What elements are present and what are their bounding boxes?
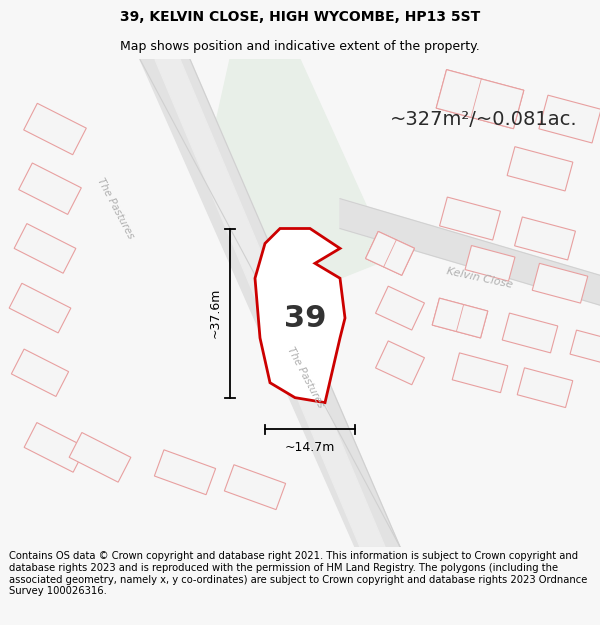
Text: ~37.6m: ~37.6m bbox=[209, 288, 222, 338]
Polygon shape bbox=[154, 450, 215, 495]
Text: The Pastures: The Pastures bbox=[285, 346, 325, 410]
Polygon shape bbox=[19, 163, 82, 214]
Polygon shape bbox=[432, 298, 488, 338]
Polygon shape bbox=[14, 224, 76, 273]
Polygon shape bbox=[440, 197, 500, 240]
Polygon shape bbox=[507, 147, 573, 191]
Polygon shape bbox=[155, 59, 385, 547]
Polygon shape bbox=[140, 59, 400, 547]
Polygon shape bbox=[9, 283, 71, 333]
Polygon shape bbox=[570, 330, 600, 366]
Polygon shape bbox=[436, 69, 524, 129]
Text: The Pastures: The Pastures bbox=[95, 176, 135, 241]
Text: Map shows position and indicative extent of the property.: Map shows position and indicative extent… bbox=[120, 40, 480, 52]
Polygon shape bbox=[224, 465, 286, 509]
Polygon shape bbox=[340, 199, 600, 308]
Polygon shape bbox=[365, 231, 415, 276]
Polygon shape bbox=[517, 368, 573, 408]
Text: 39, KELVIN CLOSE, HIGH WYCOMBE, HP13 5ST: 39, KELVIN CLOSE, HIGH WYCOMBE, HP13 5ST bbox=[120, 9, 480, 24]
Polygon shape bbox=[539, 95, 600, 143]
Polygon shape bbox=[532, 263, 588, 303]
Polygon shape bbox=[452, 353, 508, 392]
Polygon shape bbox=[69, 432, 131, 482]
Text: ~14.7m: ~14.7m bbox=[285, 441, 335, 454]
Text: Contains OS data © Crown copyright and database right 2021. This information is : Contains OS data © Crown copyright and d… bbox=[9, 551, 587, 596]
Polygon shape bbox=[365, 231, 415, 276]
Polygon shape bbox=[432, 298, 488, 338]
Text: ~327m²/~0.081ac.: ~327m²/~0.081ac. bbox=[390, 109, 578, 129]
Polygon shape bbox=[23, 103, 86, 155]
Text: Kelvin Close: Kelvin Close bbox=[446, 266, 514, 290]
Text: 39: 39 bbox=[284, 304, 326, 332]
Polygon shape bbox=[24, 422, 86, 472]
Polygon shape bbox=[376, 341, 424, 385]
Polygon shape bbox=[515, 217, 575, 260]
Polygon shape bbox=[376, 286, 424, 330]
Polygon shape bbox=[11, 349, 68, 396]
Polygon shape bbox=[255, 229, 345, 402]
Polygon shape bbox=[210, 59, 390, 278]
Polygon shape bbox=[502, 313, 558, 353]
Polygon shape bbox=[436, 69, 524, 129]
Polygon shape bbox=[465, 246, 515, 281]
